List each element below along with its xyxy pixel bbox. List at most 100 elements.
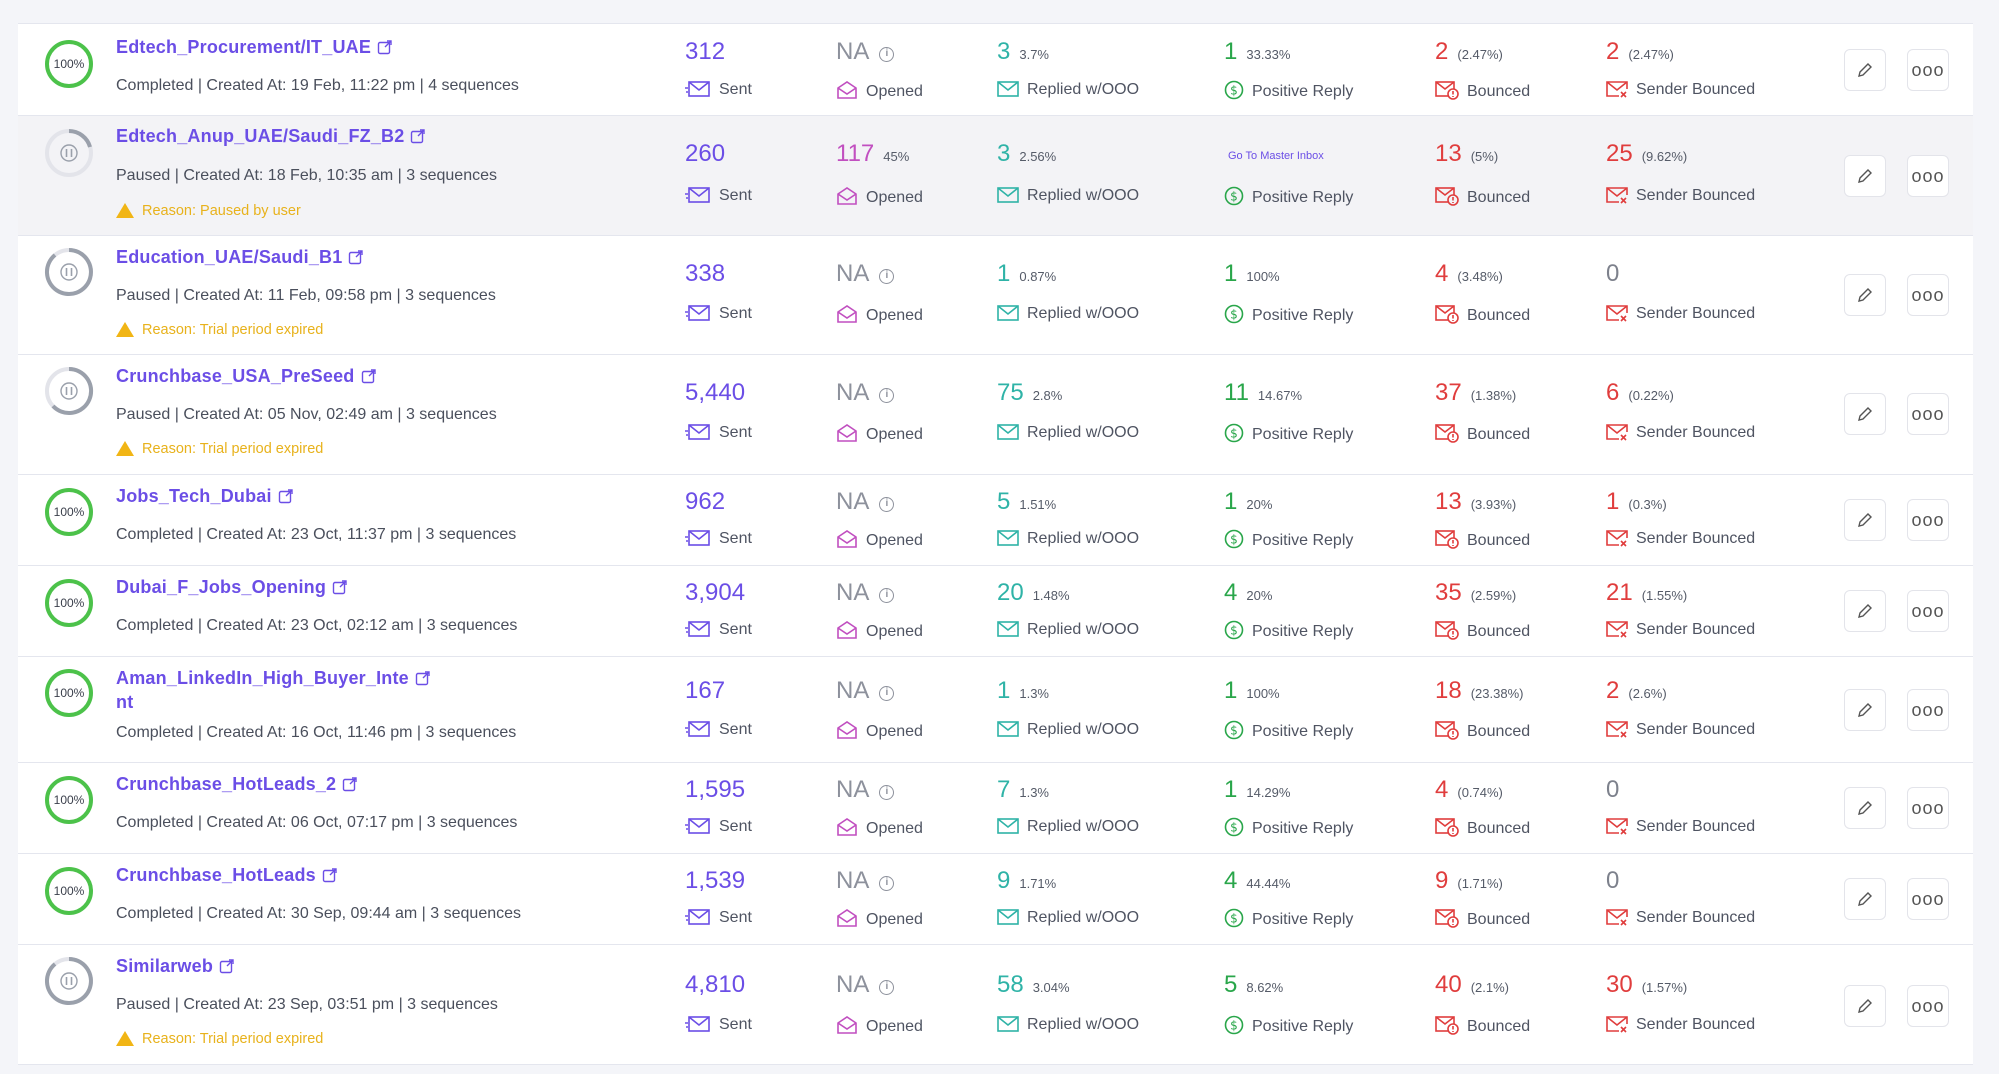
edit-button[interactable]	[1844, 393, 1886, 435]
go-to-master-inbox-link[interactable]: Go To Master Inbox	[1228, 150, 1324, 162]
campaign-name[interactable]: Edtech_Procurement/IT_UAE	[116, 37, 372, 57]
svg-text:$: $	[1230, 190, 1238, 204]
campaign-name[interactable]: Edtech_Anup_UAE/Saudi_FZ_B2	[116, 126, 405, 146]
info-icon[interactable]: i	[879, 980, 895, 995]
campaign-name[interactable]: Crunchbase_USA_PreSeed	[116, 366, 355, 386]
positive-count: 5	[1224, 971, 1238, 998]
campaign-name-link[interactable]: Dubai_F_Jobs_Opening	[116, 577, 348, 600]
pause-reason-text: Reason: Paused by user	[142, 203, 301, 219]
positive-label-group: $ Positive Reply	[1224, 529, 1353, 550]
campaign-name-link[interactable]: Aman_LinkedIn_High_Buyer_Inte	[116, 668, 431, 691]
more-options-button[interactable]: ooo	[1907, 499, 1949, 541]
more-icon[interactable]: ooo	[1911, 889, 1945, 909]
edit-button[interactable]	[1844, 49, 1886, 91]
progress-percent: 100%	[53, 57, 85, 71]
campaign-row[interactable]: 100% Crunchbase_HotLeads Completed | Cre…	[18, 854, 1973, 945]
info-icon[interactable]: i	[879, 876, 895, 891]
more-icon[interactable]: ooo	[1911, 285, 1945, 305]
campaign-name[interactable]: Similarweb	[116, 956, 214, 976]
external-link-icon[interactable]	[322, 867, 338, 888]
external-link-icon[interactable]	[219, 958, 235, 979]
campaign-name[interactable]: Jobs_Tech_Dubai	[116, 486, 272, 506]
campaign-name[interactable]: Crunchbase_HotLeads	[116, 865, 316, 885]
sender-bounced-count: 2	[1606, 677, 1620, 704]
info-icon[interactable]: i	[879, 269, 895, 284]
campaign-name-link[interactable]: Jobs_Tech_Dubai	[116, 486, 294, 509]
campaign-row[interactable]: Similarweb Paused | Created At: 23 Sep, …	[18, 945, 1973, 1065]
external-link-icon[interactable]	[415, 670, 431, 691]
edit-button[interactable]	[1844, 985, 1886, 1027]
info-icon[interactable]: i	[879, 785, 895, 800]
more-icon[interactable]: ooo	[1911, 60, 1945, 80]
campaign-row[interactable]: 100% Crunchbase_HotLeads_2 Completed | C…	[18, 763, 1973, 854]
replied-label-group: Replied w/OOO	[997, 908, 1139, 927]
edit-button[interactable]	[1844, 590, 1886, 632]
bounced-label: Bounced	[1467, 189, 1531, 206]
external-link-icon[interactable]	[410, 128, 426, 149]
info-icon[interactable]: i	[879, 47, 895, 62]
external-link-icon[interactable]	[332, 579, 348, 600]
campaign-row[interactable]: Crunchbase_USA_PreSeed Paused | Created …	[18, 355, 1973, 475]
campaign-row[interactable]: 100% Jobs_Tech_Dubai Completed | Created…	[18, 475, 1973, 566]
campaign-row[interactable]: Edtech_Anup_UAE/Saudi_FZ_B2 Paused | Cre…	[18, 116, 1973, 236]
more-options-button[interactable]: ooo	[1907, 689, 1949, 731]
campaign-name[interactable]: Education_UAE/Saudi_B1	[116, 247, 343, 267]
edit-button[interactable]	[1844, 155, 1886, 197]
edit-button[interactable]	[1844, 689, 1886, 731]
more-options-button[interactable]: ooo	[1907, 49, 1949, 91]
opened-mail-icon	[837, 721, 857, 739]
more-options-button[interactable]: ooo	[1907, 787, 1949, 829]
more-icon[interactable]: ooo	[1911, 996, 1945, 1016]
more-options-button[interactable]: ooo	[1907, 155, 1949, 197]
info-icon[interactable]: i	[879, 497, 895, 512]
more-icon[interactable]: ooo	[1911, 404, 1945, 424]
positive-label: Positive Reply	[1252, 911, 1354, 928]
edit-button[interactable]	[1844, 787, 1886, 829]
campaign-row[interactable]: 100% Dubai_F_Jobs_Opening Completed | Cr…	[18, 566, 1973, 657]
campaign-row[interactable]: Education_UAE/Saudi_B1 Paused | Created …	[18, 236, 1973, 355]
info-icon[interactable]: i	[879, 588, 895, 603]
campaign-name-link[interactable]: Crunchbase_HotLeads_2	[116, 774, 358, 797]
campaign-row[interactable]: 100% Edtech_Procurement/IT_UAE Completed…	[18, 24, 1973, 116]
campaign-name[interactable]: Aman_LinkedIn_High_Buyer_Inte	[116, 668, 409, 688]
edit-button[interactable]	[1844, 274, 1886, 316]
more-icon[interactable]: ooo	[1911, 601, 1945, 621]
campaign-name[interactable]: Dubai_F_Jobs_Opening	[116, 577, 327, 597]
more-icon[interactable]: ooo	[1911, 700, 1945, 720]
campaign-name-link[interactable]: Similarweb	[116, 956, 235, 979]
progress-ring-paused	[43, 365, 95, 417]
campaign-row[interactable]: 100% Aman_LinkedIn_High_Buyer_Inte nt Co…	[18, 657, 1973, 763]
sent-mail-icon	[685, 909, 710, 925]
more-options-button[interactable]: ooo	[1907, 878, 1949, 920]
more-icon[interactable]: ooo	[1911, 166, 1945, 186]
external-link-icon[interactable]	[377, 39, 393, 60]
more-options-button[interactable]: ooo	[1907, 985, 1949, 1027]
campaign-meta: Completed | Created At: 19 Feb, 11:22 pm…	[116, 77, 519, 94]
external-link-icon[interactable]	[348, 249, 364, 270]
campaign-name-wrap[interactable]: nt	[116, 692, 134, 712]
dollar-icon: $	[1224, 817, 1244, 837]
edit-button[interactable]	[1844, 878, 1886, 920]
edit-button[interactable]	[1844, 499, 1886, 541]
external-link-icon[interactable]	[342, 776, 358, 797]
campaign-name-link[interactable]: Education_UAE/Saudi_B1	[116, 247, 364, 270]
campaign-name-link[interactable]: Edtech_Procurement/IT_UAE	[116, 37, 393, 60]
more-icon[interactable]: ooo	[1911, 510, 1945, 530]
more-options-button[interactable]: ooo	[1907, 393, 1949, 435]
campaign-name-link[interactable]: Crunchbase_USA_PreSeed	[116, 366, 377, 389]
external-link-icon[interactable]	[361, 368, 377, 389]
info-icon[interactable]: i	[879, 388, 895, 403]
replied-label-group: Replied w/OOO	[997, 423, 1139, 442]
campaign-name-link[interactable]: Crunchbase_HotLeads	[116, 865, 338, 888]
more-options-button[interactable]: ooo	[1907, 590, 1949, 632]
replied-label: Replied w/OOO	[1027, 187, 1140, 204]
more-icon[interactable]: ooo	[1911, 798, 1945, 818]
campaign-name-link[interactable]: Edtech_Anup_UAE/Saudi_FZ_B2	[116, 126, 426, 149]
more-options-button[interactable]: ooo	[1907, 274, 1949, 316]
replied-label-group: Replied w/OOO	[997, 186, 1139, 205]
sent-label-group: Sent	[685, 423, 752, 442]
positive-percent: 14.29%	[1246, 785, 1291, 800]
info-icon[interactable]: i	[879, 686, 895, 701]
external-link-icon[interactable]	[278, 488, 294, 509]
campaign-name[interactable]: Crunchbase_HotLeads_2	[116, 774, 337, 794]
